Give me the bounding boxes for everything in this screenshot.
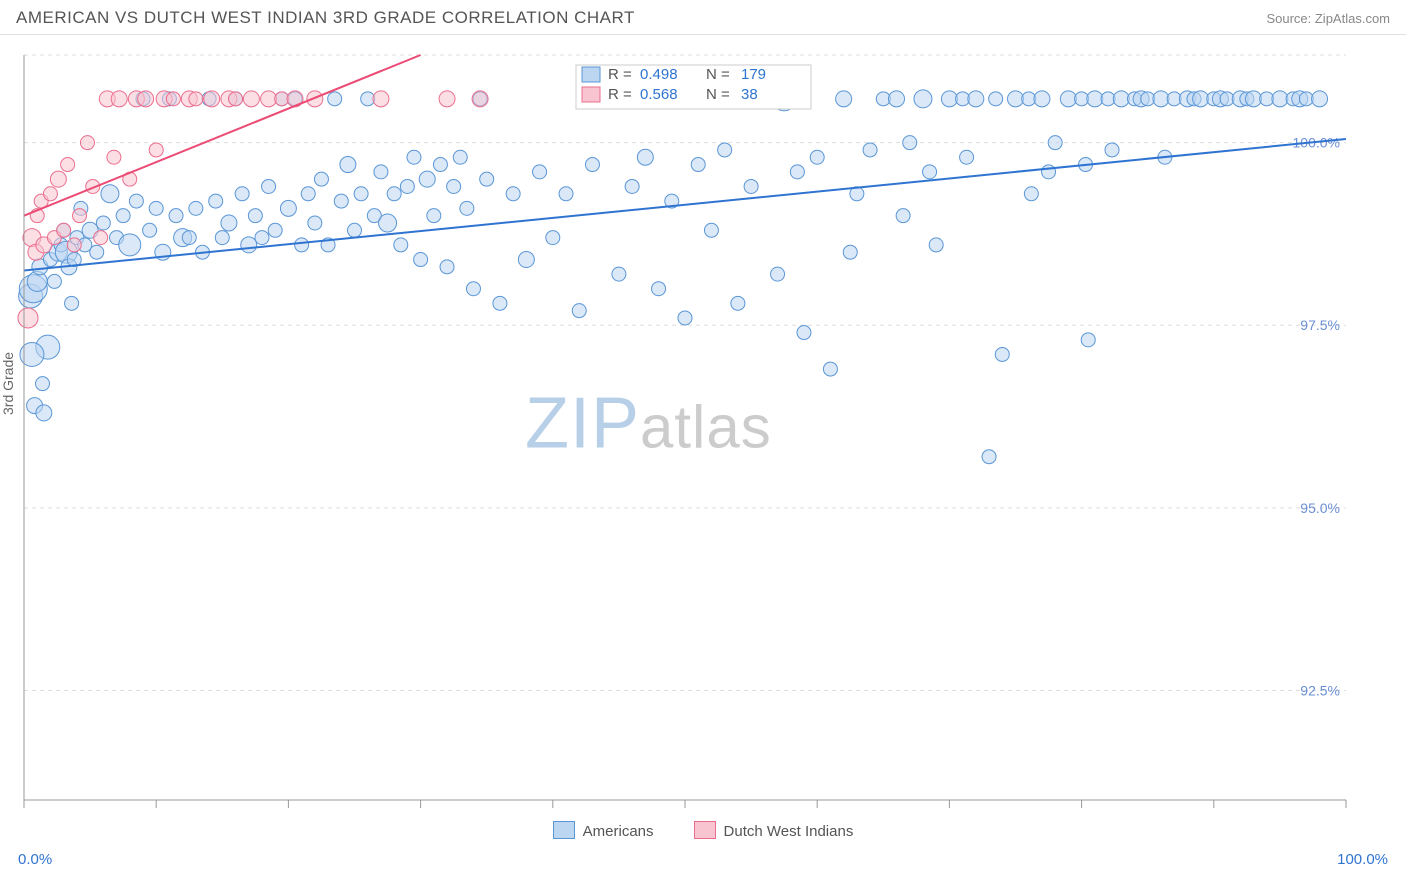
- x-axis-label-left: 0.0%: [18, 851, 52, 868]
- svg-text:0.568: 0.568: [640, 86, 678, 103]
- svg-text:0.498: 0.498: [640, 66, 678, 83]
- chart-container: 3rd Grade 92.5%95.0%97.5%100.0%ZIPatlasR…: [16, 45, 1390, 840]
- svg-text:ZIPatlas: ZIPatlas: [525, 384, 772, 464]
- svg-text:97.5%: 97.5%: [1300, 317, 1340, 333]
- svg-text:179: 179: [741, 66, 766, 83]
- svg-text:N =: N =: [706, 66, 730, 83]
- scatter-chart: 92.5%95.0%97.5%100.0%ZIPatlasR = 0.498N …: [16, 45, 1356, 815]
- legend-bottom: Americans Dutch West Indians: [16, 821, 1390, 840]
- chart-source: Source: ZipAtlas.com: [1266, 11, 1390, 26]
- y-axis-label: 3rd Grade: [0, 352, 16, 415]
- svg-text:92.5%: 92.5%: [1300, 682, 1340, 698]
- legend-item: Dutch West Indians: [694, 821, 854, 840]
- chart-title: AMERICAN VS DUTCH WEST INDIAN 3RD GRADE …: [16, 8, 635, 28]
- svg-text:95.0%: 95.0%: [1300, 500, 1340, 516]
- svg-text:R =: R =: [608, 86, 632, 103]
- chart-header: AMERICAN VS DUTCH WEST INDIAN 3RD GRADE …: [0, 0, 1406, 35]
- svg-text:N =: N =: [706, 86, 730, 103]
- legend-item: Americans: [553, 821, 654, 840]
- x-axis-label-right: 100.0%: [1337, 851, 1388, 868]
- svg-text:38: 38: [741, 86, 758, 103]
- svg-text:R =: R =: [608, 66, 632, 83]
